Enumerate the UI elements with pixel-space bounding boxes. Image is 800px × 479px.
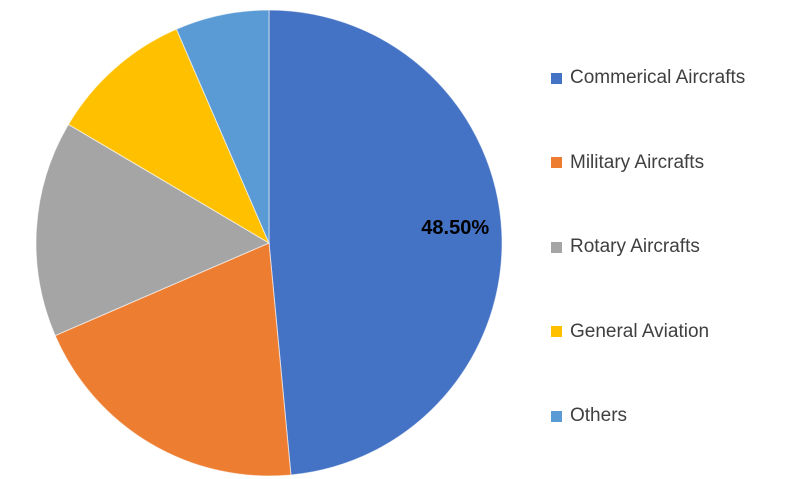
legend-swatch-icon bbox=[551, 410, 562, 422]
pie-slice-military-aircrafts bbox=[54, 242, 292, 477]
data-label-commerical-aircrafts: 48.50% bbox=[421, 217, 489, 239]
legend: Commerical Aircrafts Military Aircrafts Ro… bbox=[551, 36, 745, 459]
legend-swatch-icon bbox=[551, 72, 562, 84]
legend-label: Military Aircrafts bbox=[570, 151, 705, 173]
pie-slice-general-aviation bbox=[67, 28, 271, 245]
legend-item-military-aircrafts: Military Aircrafts bbox=[551, 121, 745, 206]
legend-item-commerical-aircrafts: Commerical Aircrafts bbox=[551, 36, 745, 121]
pie-slice-others bbox=[175, 9, 270, 244]
legend-label: Rotary Aircrafts bbox=[570, 236, 700, 258]
legend-swatch-icon bbox=[551, 241, 562, 253]
legend-label: General Aviation bbox=[570, 320, 710, 342]
legend-item-others: Others bbox=[551, 374, 745, 459]
pie-slice-commerical-aircrafts bbox=[268, 9, 503, 476]
legend-item-general-aviation: General Aviation bbox=[551, 290, 745, 375]
legend-swatch-icon bbox=[551, 157, 562, 169]
legend-swatch-icon bbox=[551, 326, 562, 338]
legend-item-rotary-aircrafts: Rotary Aircrafts bbox=[551, 205, 745, 290]
legend-label: Commerical Aircrafts bbox=[570, 67, 746, 89]
pie-slice-rotary-aircrafts bbox=[35, 123, 271, 337]
legend-label: Others bbox=[570, 405, 628, 427]
